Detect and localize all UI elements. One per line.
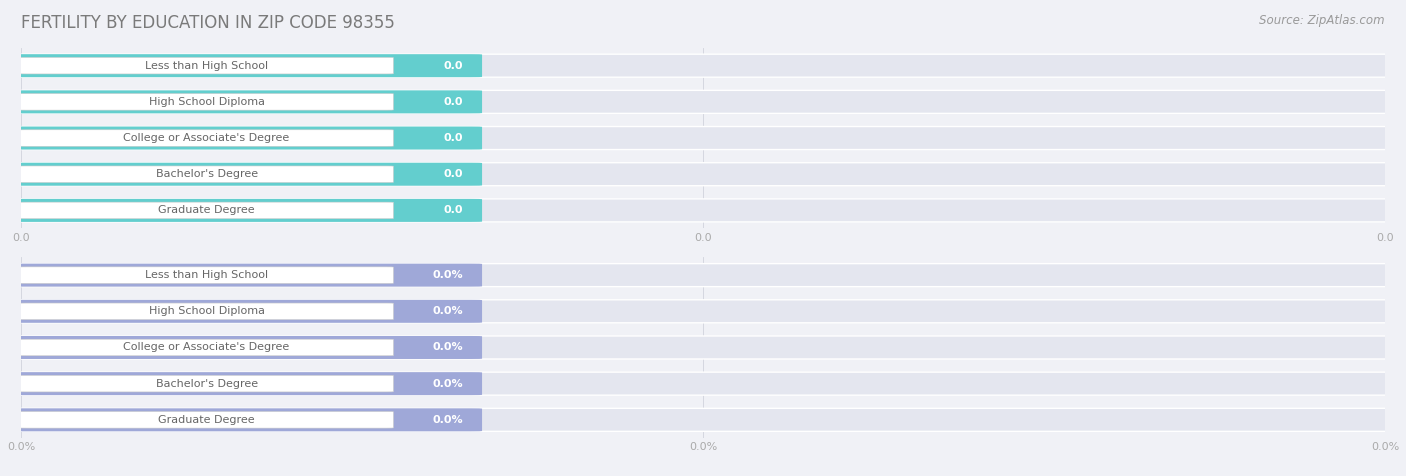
FancyBboxPatch shape bbox=[10, 264, 1396, 287]
Text: Graduate Degree: Graduate Degree bbox=[159, 415, 254, 425]
Text: College or Associate's Degree: College or Associate's Degree bbox=[124, 342, 290, 353]
FancyBboxPatch shape bbox=[20, 339, 394, 356]
FancyBboxPatch shape bbox=[20, 94, 394, 110]
Text: 0.0%: 0.0% bbox=[432, 378, 463, 389]
Text: Less than High School: Less than High School bbox=[145, 270, 269, 280]
FancyBboxPatch shape bbox=[10, 408, 1396, 431]
Text: 0.0%: 0.0% bbox=[432, 415, 463, 425]
Text: Source: ZipAtlas.com: Source: ZipAtlas.com bbox=[1260, 14, 1385, 27]
Text: 0.0: 0.0 bbox=[443, 97, 463, 107]
FancyBboxPatch shape bbox=[10, 264, 482, 287]
FancyBboxPatch shape bbox=[20, 166, 394, 182]
Text: Bachelor's Degree: Bachelor's Degree bbox=[156, 169, 257, 179]
FancyBboxPatch shape bbox=[10, 336, 482, 359]
Text: High School Diploma: High School Diploma bbox=[149, 306, 264, 317]
FancyBboxPatch shape bbox=[20, 58, 394, 74]
FancyBboxPatch shape bbox=[10, 372, 1396, 395]
Text: High School Diploma: High School Diploma bbox=[149, 97, 264, 107]
FancyBboxPatch shape bbox=[20, 202, 394, 218]
FancyBboxPatch shape bbox=[10, 127, 1396, 149]
FancyBboxPatch shape bbox=[20, 130, 394, 146]
FancyBboxPatch shape bbox=[10, 163, 482, 186]
Text: Bachelor's Degree: Bachelor's Degree bbox=[156, 378, 257, 389]
FancyBboxPatch shape bbox=[10, 408, 482, 431]
Text: Less than High School: Less than High School bbox=[145, 60, 269, 71]
FancyBboxPatch shape bbox=[10, 336, 1396, 359]
Text: 0.0%: 0.0% bbox=[432, 342, 463, 353]
FancyBboxPatch shape bbox=[10, 90, 1396, 113]
FancyBboxPatch shape bbox=[10, 199, 482, 222]
FancyBboxPatch shape bbox=[10, 163, 1396, 186]
Text: 0.0: 0.0 bbox=[443, 133, 463, 143]
FancyBboxPatch shape bbox=[10, 54, 1396, 77]
Text: 0.0: 0.0 bbox=[443, 60, 463, 71]
FancyBboxPatch shape bbox=[10, 300, 482, 323]
Text: College or Associate's Degree: College or Associate's Degree bbox=[124, 133, 290, 143]
Text: 0.0%: 0.0% bbox=[432, 270, 463, 280]
Text: Graduate Degree: Graduate Degree bbox=[159, 205, 254, 216]
FancyBboxPatch shape bbox=[10, 54, 482, 77]
FancyBboxPatch shape bbox=[10, 372, 482, 395]
Text: 0.0: 0.0 bbox=[443, 205, 463, 216]
FancyBboxPatch shape bbox=[20, 303, 394, 319]
Text: 0.0: 0.0 bbox=[443, 169, 463, 179]
FancyBboxPatch shape bbox=[10, 300, 1396, 323]
FancyBboxPatch shape bbox=[10, 199, 1396, 222]
FancyBboxPatch shape bbox=[20, 412, 394, 428]
FancyBboxPatch shape bbox=[10, 90, 482, 113]
FancyBboxPatch shape bbox=[10, 127, 482, 149]
FancyBboxPatch shape bbox=[20, 267, 394, 283]
Text: FERTILITY BY EDUCATION IN ZIP CODE 98355: FERTILITY BY EDUCATION IN ZIP CODE 98355 bbox=[21, 14, 395, 32]
Text: 0.0%: 0.0% bbox=[432, 306, 463, 317]
FancyBboxPatch shape bbox=[20, 376, 394, 392]
